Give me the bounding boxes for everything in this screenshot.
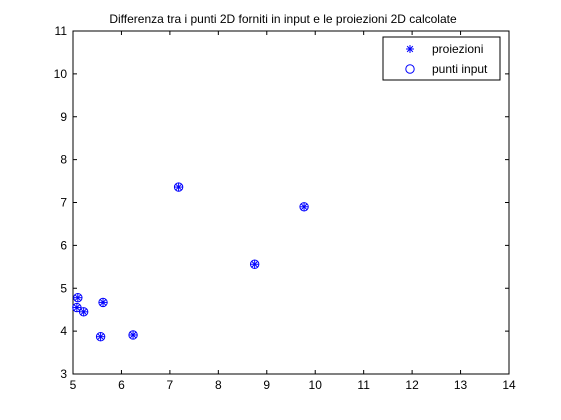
y-tick-label: 10 [54, 67, 68, 81]
x-tick-label: 13 [454, 378, 468, 392]
asterisk-stroke [129, 331, 137, 339]
proiezioni-point [174, 183, 183, 192]
legend: proiezioni punti input [382, 36, 501, 81]
plot-area [72, 30, 510, 375]
punti-input-point [299, 202, 309, 212]
asterisk-stroke [73, 304, 81, 311]
asterisk-stroke [406, 45, 414, 53]
legend-label: proiezioni [432, 42, 483, 56]
punti-input-point [95, 331, 106, 342]
y-tick-label: 9 [60, 110, 67, 124]
punti-input-point [72, 302, 82, 313]
punti-input-point [173, 182, 184, 192]
punti-input-point [73, 292, 83, 303]
legend-circle-icon [405, 64, 415, 74]
proiezioni-point [72, 303, 81, 312]
proiezioni-point [73, 293, 82, 302]
proiezioni-point [129, 330, 138, 339]
punti-input-point [128, 330, 138, 340]
legend-label: punti input [432, 62, 488, 76]
x-tick-label: 12 [405, 378, 419, 392]
asterisk-stroke [99, 299, 107, 306]
proiezioni-point [99, 298, 108, 307]
legend-asterisk-icon [406, 45, 414, 53]
x-tick-label: 7 [167, 378, 174, 392]
proiezioni-point [79, 307, 88, 316]
punti-input-point [249, 259, 260, 269]
asterisk-stroke [300, 203, 308, 211]
x-tick-label: 8 [215, 378, 222, 392]
asterisk-stroke [251, 261, 258, 268]
punti-input-point [98, 297, 108, 308]
series-punti-input [72, 182, 309, 342]
y-tick-label: 5 [60, 281, 67, 295]
proiezioni-point [250, 260, 259, 269]
x-tick-label: 5 [70, 378, 77, 392]
asterisk-stroke [97, 333, 104, 340]
x-tick-label: 10 [309, 378, 323, 392]
chart-title: Differenza tra i punti 2D forniti in inp… [109, 12, 457, 26]
asterisk-stroke [175, 183, 182, 191]
y-tick-label: 8 [60, 153, 67, 167]
x-tick-label: 14 [502, 378, 516, 392]
plot-frame [72, 30, 510, 375]
y-tick-label: 4 [60, 324, 67, 338]
x-tick-label: 9 [263, 378, 270, 392]
y-tick-label: 11 [55, 24, 68, 38]
proiezioni-point [96, 332, 105, 341]
punti-input-point [78, 307, 89, 317]
y-tick-label: 6 [60, 238, 67, 252]
asterisk-stroke [80, 308, 87, 316]
asterisk-stroke [74, 294, 82, 301]
y-tick-label: 3 [60, 367, 67, 381]
proiezioni-point [300, 202, 309, 211]
x-tick-label: 6 [118, 378, 125, 392]
series-proiezioni [72, 183, 309, 341]
y-tick-label: 7 [60, 196, 67, 210]
data-marks [72, 182, 309, 342]
axes: 5 6 7 8 9 10 11 12 13 14 3 4 5 6 7 8 9 10 11 [54, 24, 516, 392]
legend-box [382, 36, 501, 81]
x-tick-label: 11 [357, 378, 370, 392]
